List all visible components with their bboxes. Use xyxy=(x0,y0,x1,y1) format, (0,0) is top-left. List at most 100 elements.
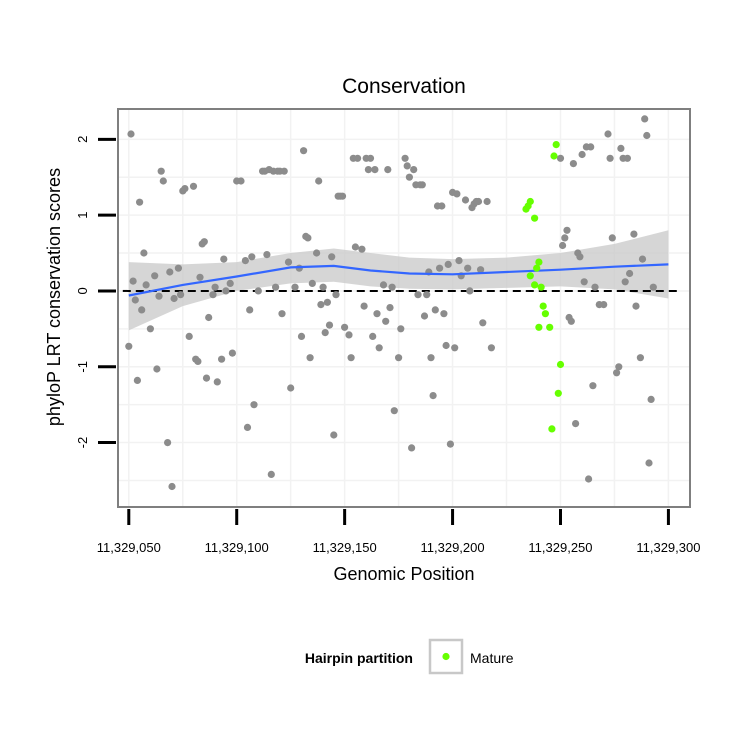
data-point xyxy=(567,317,575,325)
data-point xyxy=(164,439,172,447)
data-point xyxy=(332,291,340,299)
legend-title: Hairpin partition xyxy=(305,650,413,666)
mature-data-point xyxy=(531,214,539,222)
data-point xyxy=(345,331,353,339)
data-point xyxy=(170,294,178,303)
data-point xyxy=(414,291,422,299)
data-point xyxy=(319,283,327,291)
data-point xyxy=(127,130,135,138)
data-point xyxy=(291,283,299,291)
smooth-trend-line xyxy=(128,263,669,297)
data-point xyxy=(461,196,470,204)
confidence-ribbon-layer xyxy=(128,230,669,331)
data-point xyxy=(636,354,645,362)
data-point xyxy=(440,310,448,318)
mature-data-point xyxy=(526,272,534,280)
data-point xyxy=(304,234,312,242)
data-point xyxy=(146,325,154,333)
data-point xyxy=(226,279,234,287)
data-point xyxy=(189,182,198,190)
data-point xyxy=(250,401,258,409)
legend-label-mature: Mature xyxy=(470,650,514,666)
data-point xyxy=(325,321,334,329)
data-point xyxy=(287,384,295,392)
plot-panel-background xyxy=(118,109,690,507)
data-point xyxy=(483,197,491,206)
data-point xyxy=(177,291,185,299)
plot-panel xyxy=(117,108,691,508)
mature-data-point xyxy=(531,281,539,289)
data-point xyxy=(405,173,413,181)
x-tick-label: 11,329,100 xyxy=(205,540,269,555)
mature-data-point xyxy=(546,323,554,331)
data-point xyxy=(466,287,474,295)
data-point xyxy=(354,154,362,162)
data-point xyxy=(364,166,372,174)
data-point xyxy=(455,257,463,265)
plot-panel-border xyxy=(117,108,691,508)
data-point xyxy=(427,354,435,362)
mature-data-point xyxy=(533,264,541,272)
data-point xyxy=(315,177,323,185)
data-point xyxy=(185,332,193,340)
data-point xyxy=(591,283,599,291)
data-point xyxy=(248,253,256,261)
data-point xyxy=(410,166,418,174)
data-point xyxy=(157,167,165,175)
data-point xyxy=(576,253,584,261)
chart-title: Conservation xyxy=(342,75,466,98)
data-point xyxy=(645,459,653,467)
mature-data-point xyxy=(539,302,547,310)
data-point xyxy=(420,312,429,320)
data-point xyxy=(647,395,655,403)
x-tick-label: 11,329,250 xyxy=(528,540,592,555)
data-point xyxy=(369,332,377,340)
data-point xyxy=(589,382,597,390)
legend: Hairpin partition Mature xyxy=(305,638,514,675)
data-point xyxy=(436,264,444,272)
data-point xyxy=(403,162,411,170)
data-point xyxy=(563,226,571,234)
data-point xyxy=(617,144,625,152)
data-point xyxy=(254,287,262,295)
data-point xyxy=(297,332,306,340)
data-point xyxy=(159,177,167,185)
data-point xyxy=(166,268,174,276)
data-point xyxy=(626,269,634,278)
data-point xyxy=(358,245,366,253)
data-point xyxy=(382,317,390,325)
data-point xyxy=(140,249,148,257)
data-point xyxy=(649,283,657,291)
mature-data-point xyxy=(548,425,556,433)
data-point xyxy=(600,301,608,309)
mature-data-point xyxy=(535,258,543,266)
mature-data-point xyxy=(552,141,560,149)
data-point xyxy=(587,143,595,151)
data-point xyxy=(384,166,392,174)
mature-data-point xyxy=(535,323,543,331)
mature-data-point xyxy=(537,283,545,291)
data-point xyxy=(429,392,437,400)
data-point xyxy=(621,278,629,286)
y-axis: -2 -1 0 1 2 xyxy=(75,136,116,448)
y-axis-title: phyloP LRT conservation scores xyxy=(44,168,64,426)
data-point xyxy=(194,357,202,365)
smooth-line-layer xyxy=(128,263,669,297)
data-point xyxy=(313,249,321,257)
data-point xyxy=(632,302,640,310)
data-point xyxy=(205,313,213,322)
data-point xyxy=(263,251,271,259)
data-point xyxy=(218,355,226,363)
data-point xyxy=(308,279,316,287)
data-point xyxy=(442,341,450,350)
x-tick-label: 11,329,200 xyxy=(421,540,485,555)
data-point xyxy=(388,283,396,291)
data-point xyxy=(131,296,139,304)
data-point xyxy=(397,325,405,333)
data-point xyxy=(418,181,426,189)
data-point xyxy=(453,190,461,198)
data-point xyxy=(569,160,578,168)
x-tick-label: 11,329,300 xyxy=(636,540,700,555)
x-tick-label: 11,329,150 xyxy=(313,540,377,555)
